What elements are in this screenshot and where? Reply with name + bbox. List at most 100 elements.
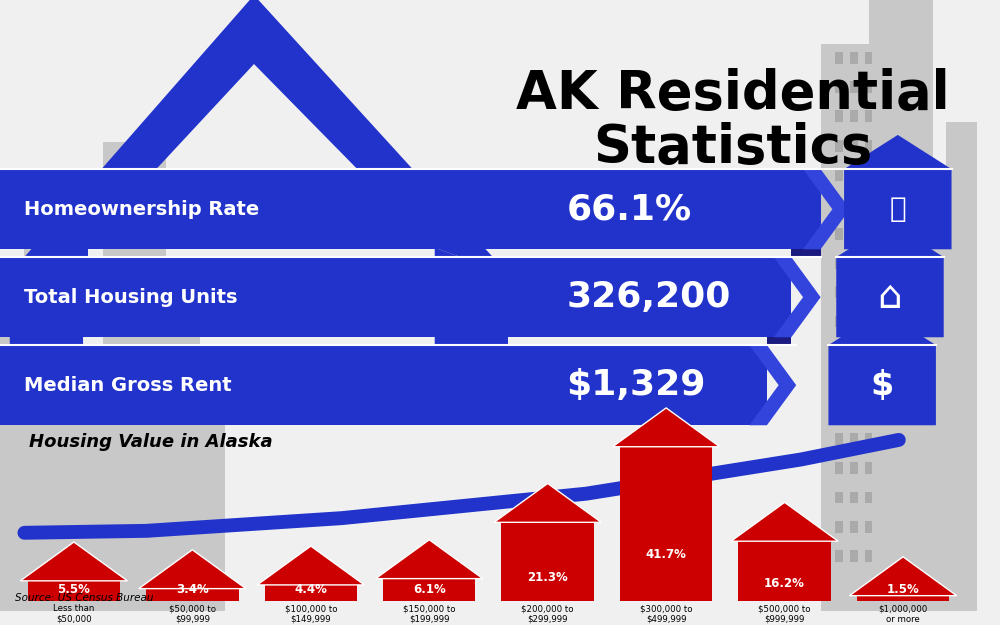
FancyBboxPatch shape (0, 257, 791, 338)
FancyBboxPatch shape (869, 0, 933, 611)
Text: ⌂: ⌂ (878, 278, 902, 316)
FancyBboxPatch shape (835, 345, 843, 357)
FancyBboxPatch shape (767, 338, 791, 345)
FancyBboxPatch shape (850, 199, 858, 210)
FancyBboxPatch shape (161, 264, 200, 611)
FancyBboxPatch shape (850, 521, 858, 532)
FancyBboxPatch shape (850, 286, 858, 298)
FancyBboxPatch shape (835, 140, 843, 151)
Text: AK Residential
Statistics: AK Residential Statistics (516, 68, 950, 174)
Text: 1.5%: 1.5% (887, 583, 919, 596)
Text: $50,000 to
$99,999: $50,000 to $99,999 (169, 604, 216, 624)
FancyBboxPatch shape (383, 579, 475, 601)
Polygon shape (849, 557, 957, 596)
FancyBboxPatch shape (865, 345, 872, 357)
FancyBboxPatch shape (835, 462, 843, 474)
FancyBboxPatch shape (0, 169, 821, 249)
FancyBboxPatch shape (850, 257, 858, 269)
FancyBboxPatch shape (265, 585, 357, 601)
FancyBboxPatch shape (850, 81, 858, 93)
FancyBboxPatch shape (73, 357, 107, 611)
FancyBboxPatch shape (835, 433, 843, 445)
FancyBboxPatch shape (195, 416, 225, 611)
FancyBboxPatch shape (146, 589, 239, 601)
FancyBboxPatch shape (0, 345, 767, 425)
FancyBboxPatch shape (850, 374, 858, 386)
Text: Housing Value in Alaska: Housing Value in Alaska (29, 433, 273, 451)
FancyBboxPatch shape (865, 521, 872, 532)
FancyBboxPatch shape (850, 316, 858, 328)
FancyBboxPatch shape (791, 249, 821, 257)
Text: 3.4%: 3.4% (176, 583, 209, 596)
FancyBboxPatch shape (501, 522, 594, 601)
Text: 4.4%: 4.4% (294, 583, 327, 596)
FancyBboxPatch shape (835, 199, 843, 210)
FancyBboxPatch shape (850, 140, 858, 151)
Polygon shape (803, 169, 850, 249)
FancyBboxPatch shape (835, 228, 843, 239)
FancyBboxPatch shape (865, 199, 872, 210)
Text: 66.1%: 66.1% (567, 192, 692, 226)
Text: $: $ (871, 369, 894, 402)
FancyBboxPatch shape (850, 492, 858, 504)
Polygon shape (376, 540, 483, 579)
Text: 326,200: 326,200 (567, 280, 731, 314)
FancyBboxPatch shape (835, 169, 843, 181)
Text: Less than
$50,000: Less than $50,000 (53, 604, 95, 624)
FancyBboxPatch shape (835, 374, 843, 386)
Text: 6.1%: 6.1% (413, 583, 446, 596)
Polygon shape (731, 503, 838, 541)
Polygon shape (836, 223, 944, 338)
Polygon shape (10, 248, 83, 421)
FancyBboxPatch shape (850, 462, 858, 474)
FancyBboxPatch shape (865, 257, 872, 269)
FancyBboxPatch shape (835, 52, 843, 64)
FancyBboxPatch shape (946, 122, 977, 611)
Polygon shape (20, 542, 127, 581)
Polygon shape (257, 546, 364, 585)
FancyBboxPatch shape (738, 541, 831, 601)
FancyBboxPatch shape (28, 581, 120, 601)
Polygon shape (10, 0, 508, 274)
FancyBboxPatch shape (865, 374, 872, 386)
FancyBboxPatch shape (835, 551, 843, 562)
Text: 41.7%: 41.7% (646, 548, 687, 561)
FancyBboxPatch shape (865, 111, 872, 123)
Text: Total Housing Units: Total Housing Units (24, 288, 238, 307)
Text: Median Gross Rent: Median Gross Rent (24, 376, 232, 394)
Text: 21.3%: 21.3% (527, 571, 568, 584)
FancyBboxPatch shape (865, 551, 872, 562)
Text: $300,000 to
$499,999: $300,000 to $499,999 (640, 604, 692, 624)
FancyBboxPatch shape (857, 596, 949, 601)
FancyBboxPatch shape (865, 316, 872, 328)
Polygon shape (435, 248, 508, 421)
Polygon shape (494, 484, 601, 522)
Text: $1,329: $1,329 (567, 368, 706, 402)
FancyBboxPatch shape (850, 404, 858, 416)
Text: $150,000 to
$199,999: $150,000 to $199,999 (403, 604, 455, 624)
Text: $200,000 to
$299,999: $200,000 to $299,999 (521, 604, 574, 624)
FancyBboxPatch shape (850, 551, 858, 562)
FancyBboxPatch shape (0, 298, 29, 611)
FancyBboxPatch shape (865, 52, 872, 64)
Polygon shape (774, 257, 821, 338)
Polygon shape (139, 550, 246, 589)
FancyBboxPatch shape (865, 286, 872, 298)
Polygon shape (828, 311, 936, 425)
FancyBboxPatch shape (850, 433, 858, 445)
FancyBboxPatch shape (103, 142, 166, 611)
FancyBboxPatch shape (850, 169, 858, 181)
FancyBboxPatch shape (835, 492, 843, 504)
FancyBboxPatch shape (865, 140, 872, 151)
FancyBboxPatch shape (835, 404, 843, 416)
Text: $500,000 to
$999,999: $500,000 to $999,999 (758, 604, 811, 624)
FancyBboxPatch shape (835, 286, 843, 298)
FancyBboxPatch shape (835, 521, 843, 532)
FancyBboxPatch shape (24, 220, 78, 611)
Polygon shape (29, 5, 510, 286)
FancyBboxPatch shape (835, 257, 843, 269)
FancyBboxPatch shape (850, 52, 858, 64)
FancyBboxPatch shape (865, 492, 872, 504)
Polygon shape (49, 215, 88, 284)
FancyBboxPatch shape (835, 111, 843, 123)
